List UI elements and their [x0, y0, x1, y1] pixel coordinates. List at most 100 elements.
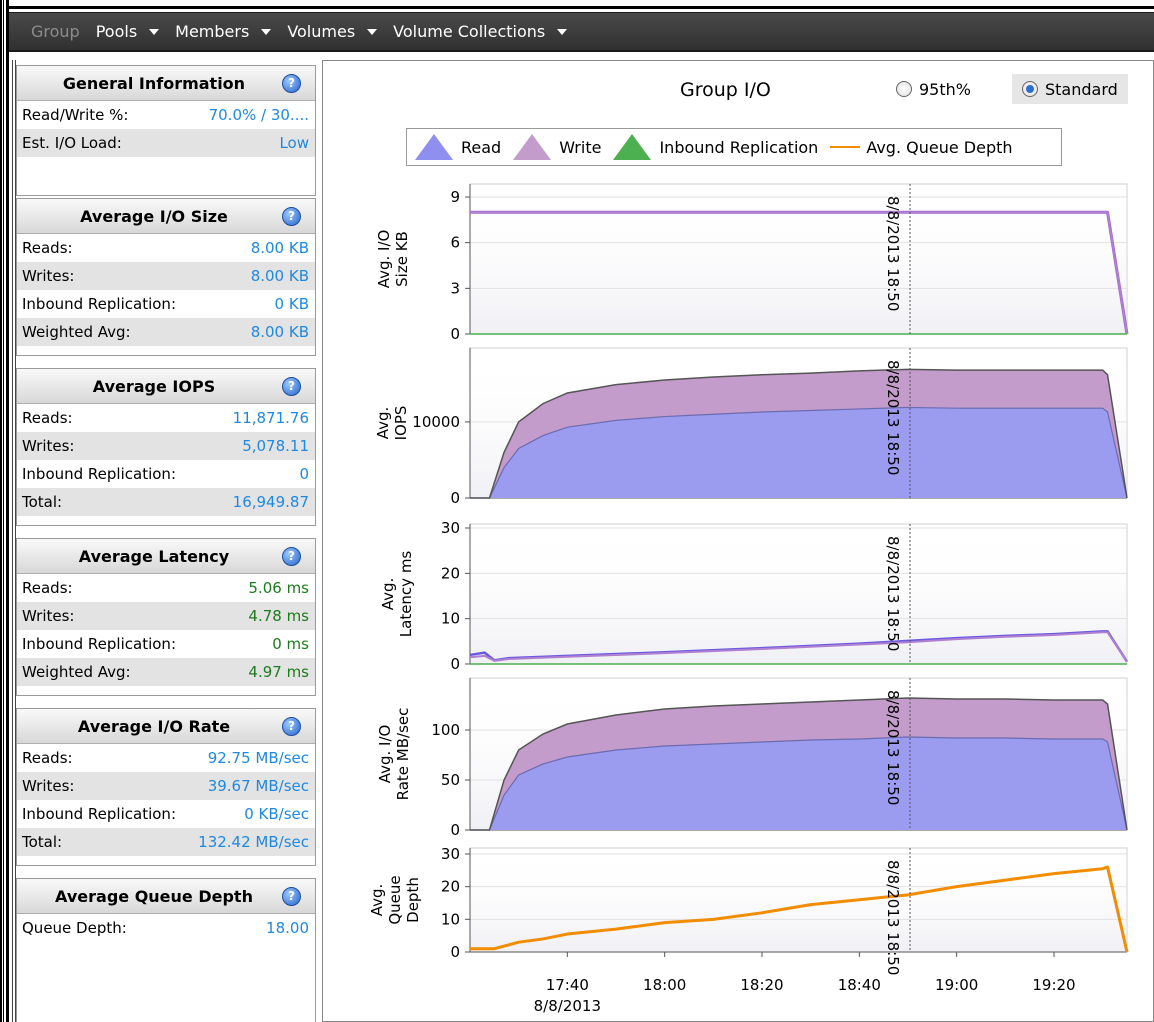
- stat-value: 8.00 KB: [250, 239, 309, 257]
- stat-value: 16,949.87: [232, 493, 309, 511]
- panel-average-queue-depth: Average Queue Depth? Queue Depth: 18.00: [16, 878, 316, 1022]
- stat-value: 0 KB: [274, 295, 309, 313]
- stat-row: Inbound Replication: 0 KB: [17, 290, 315, 318]
- stat-value: 39.67 MB/sec: [207, 777, 309, 795]
- stat-label: Total:: [22, 493, 63, 511]
- stat-label: Reads:: [22, 239, 73, 257]
- stat-row: Est. I/O Load: Low: [17, 129, 315, 157]
- nav-members[interactable]: Members: [175, 22, 272, 41]
- panel-title: Average Queue Depth: [55, 886, 253, 906]
- stat-value: 18.00: [266, 919, 309, 937]
- stats-sidebar: [12, 60, 318, 1022]
- radio-selected-icon[interactable]: [1022, 81, 1038, 97]
- chevron-down-icon[interactable]: [367, 28, 378, 35]
- triangle-icon: [613, 134, 652, 160]
- help-icon[interactable]: ?: [282, 547, 301, 566]
- panel-header: Average Latency?: [17, 539, 315, 574]
- stat-value: 5,078.11: [242, 437, 309, 455]
- nav-volume-collections[interactable]: Volume Collections: [393, 22, 568, 41]
- panel-header: Average Queue Depth?: [17, 879, 315, 914]
- stat-value: 8.00 KB: [250, 267, 309, 285]
- stat-label: Writes:: [22, 267, 75, 285]
- panel-title: General Information: [62, 73, 246, 93]
- help-icon[interactable]: ?: [282, 887, 301, 906]
- top-nav-bar: Group Pools Members Volumes Volume Colle…: [9, 12, 1154, 52]
- chart-pane: [322, 60, 1154, 1022]
- radio-label: Standard: [1045, 79, 1118, 99]
- stat-label: Inbound Replication:: [22, 635, 176, 653]
- stat-label: Queue Depth:: [22, 919, 127, 937]
- stat-value: 4.78 ms: [248, 607, 309, 625]
- radio-standard[interactable]: Standard: [1012, 74, 1128, 104]
- stat-label: Est. I/O Load:: [22, 134, 122, 152]
- stat-row: Reads: 92.75 MB/sec: [17, 744, 315, 772]
- panel-title: Average IOPS: [92, 376, 216, 396]
- radio-icon[interactable]: [896, 81, 912, 97]
- legend-label: Read: [461, 137, 502, 157]
- legend-item-inbound-replication: Inbound Replication: [613, 134, 818, 160]
- legend-item-queue-depth: Avg. Queue Depth: [830, 137, 1013, 157]
- stat-row: Writes: 39.67 MB/sec: [17, 772, 315, 800]
- nav-group-label: Group: [31, 22, 80, 41]
- panel-header: Average IOPS?: [17, 369, 315, 404]
- stat-row: Writes: 8.00 KB: [17, 262, 315, 290]
- panel-header: Average I/O Rate?: [17, 709, 315, 744]
- legend-label: Avg. Queue Depth: [866, 137, 1013, 157]
- nav-volumes-label: Volumes: [287, 22, 356, 41]
- help-icon[interactable]: ?: [282, 74, 301, 93]
- stat-row: Reads: 11,871.76: [17, 404, 315, 432]
- chevron-down-icon[interactable]: [149, 28, 160, 35]
- stat-value: 132.42 MB/sec: [198, 833, 309, 851]
- panel-title: Average Latency: [78, 546, 230, 566]
- stat-label: Weighted Avg:: [22, 663, 131, 681]
- stat-value: 0 KB/sec: [244, 805, 309, 823]
- radio-95th-percentile[interactable]: 95th%: [896, 74, 971, 104]
- triangle-icon: [513, 134, 552, 160]
- window-left-border: [0, 0, 9, 1022]
- panel-average-latency: Average Latency? Reads: 5.06 ms Writes: 4.…: [16, 538, 316, 696]
- stat-value: 0 ms: [272, 635, 309, 653]
- nav-members-label: Members: [175, 22, 250, 41]
- stat-label: Writes:: [22, 607, 75, 625]
- stat-row: Inbound Replication: 0: [17, 460, 315, 488]
- triangle-icon: [415, 134, 453, 160]
- stat-label: Total:: [22, 833, 63, 851]
- panel-title: Average I/O Size: [80, 206, 228, 226]
- stat-row: Reads: 5.06 ms: [17, 574, 315, 602]
- legend-item-write: Write: [513, 134, 601, 160]
- stat-label: Read/Write %:: [22, 106, 129, 124]
- chart-title: Group I/O: [680, 79, 771, 101]
- stat-row: Reads: 8.00 KB: [17, 234, 315, 262]
- stat-value: Low: [279, 134, 309, 152]
- chevron-down-icon[interactable]: [261, 28, 272, 35]
- stat-label: Inbound Replication:: [22, 295, 176, 313]
- stat-value: 0: [299, 465, 309, 483]
- help-icon[interactable]: ?: [282, 207, 301, 226]
- stat-label: Weighted Avg:: [22, 323, 131, 341]
- stat-row: Inbound Replication: 0 KB/sec: [17, 800, 315, 828]
- chart-legend: Read Write Inbound Replication Avg. Queu…: [406, 128, 1062, 166]
- legend-label: Inbound Replication: [659, 137, 819, 157]
- nav-pools[interactable]: Pools: [96, 22, 160, 41]
- panel-header: Average I/O Size?: [17, 199, 315, 234]
- stat-value: 5.06 ms: [248, 579, 309, 597]
- stat-row: Writes: 5,078.11: [17, 432, 315, 460]
- stat-row: Weighted Avg: 8.00 KB: [17, 318, 315, 346]
- help-icon[interactable]: ?: [282, 717, 301, 736]
- stat-row: Queue Depth: 18.00: [17, 914, 315, 942]
- nav-volumes[interactable]: Volumes: [287, 22, 378, 41]
- stat-value: 92.75 MB/sec: [207, 749, 309, 767]
- stat-row: Weighted Avg: 4.97 ms: [17, 658, 315, 686]
- stat-label: Writes:: [22, 437, 75, 455]
- chevron-down-icon[interactable]: [557, 28, 568, 35]
- stat-label: Reads:: [22, 579, 73, 597]
- nav-group[interactable]: Group: [31, 22, 80, 41]
- nav-volume-collections-label: Volume Collections: [393, 22, 546, 41]
- stat-row: Writes: 4.78 ms: [17, 602, 315, 630]
- legend-item-read: Read: [415, 134, 501, 160]
- help-icon[interactable]: ?: [282, 377, 301, 396]
- stat-row: Total: 132.42 MB/sec: [17, 828, 315, 856]
- legend-label: Write: [559, 137, 602, 157]
- stat-value: 4.97 ms: [248, 663, 309, 681]
